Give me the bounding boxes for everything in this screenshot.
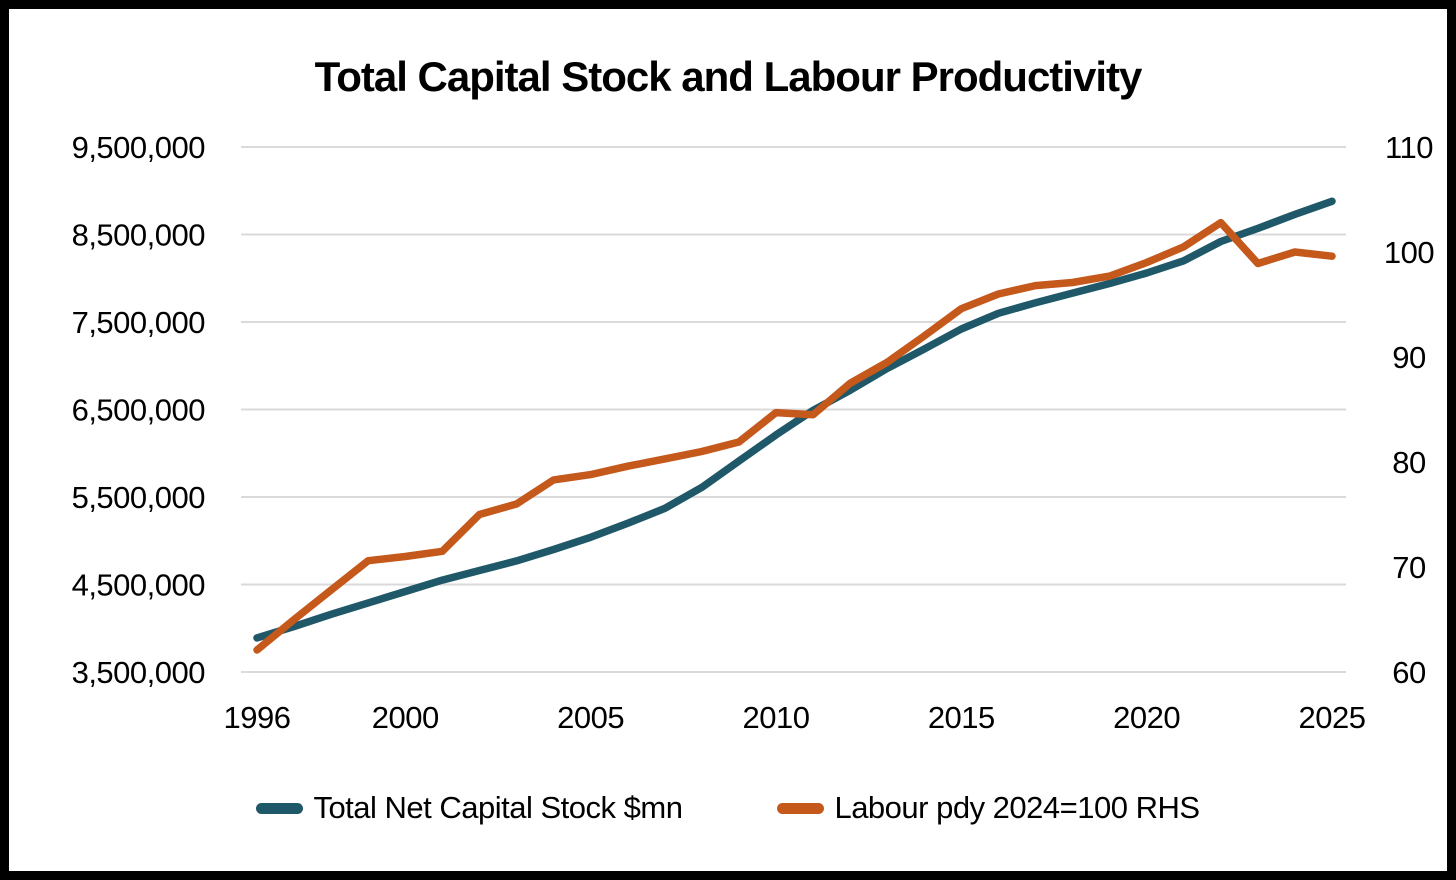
chart-title: Total Capital Stock and Labour Productiv… <box>314 53 1143 100</box>
right-axis-tick-label: 70 <box>1392 550 1426 585</box>
left-axis-tick-label: 5,500,000 <box>72 480 206 515</box>
right-axis-tick-label: 110 <box>1385 130 1433 165</box>
legend: Total Net Capital Stock $mn Labour pdy 2… <box>9 790 1447 826</box>
right-axis-tick-label: 60 <box>1392 655 1426 690</box>
line-chart: 9,500,000 8,500,000 7,500,000 6,500,000 5,50… <box>72 130 1435 735</box>
left-axis-tick-label: 9,500,000 <box>72 130 206 165</box>
x-axis-tick-label: 1996 <box>224 700 291 735</box>
right-axis-tick-label: 90 <box>1392 340 1426 375</box>
x-axis-tick-label: 2005 <box>557 700 624 735</box>
left-axis-tick-label: 8,500,000 <box>72 218 206 253</box>
series-line-labour-productivity <box>253 218 1336 654</box>
right-axis-tick-label: 80 <box>1392 445 1426 480</box>
legend-label-labour-productivity: Labour pdy 2024=100 RHS <box>834 790 1200 825</box>
legend-item-labour-productivity: Labour pdy 2024=100 RHS <box>777 790 1200 826</box>
legend-item-capital-stock: Total Net Capital Stock $mn <box>256 790 683 826</box>
x-axis-tick-label: 2015 <box>928 700 995 735</box>
x-axis-tick-label: 2025 <box>1299 700 1366 735</box>
x-axis-tick-label: 2010 <box>742 700 809 735</box>
series-line-capital-stock <box>253 197 1336 642</box>
left-axis-tick-label: 6,500,000 <box>72 393 206 428</box>
left-axis-tick-label: 7,500,000 <box>72 305 206 340</box>
x-axis-tick-label: 2000 <box>372 700 439 735</box>
legend-swatch-labour-productivity-icon <box>777 802 825 814</box>
left-axis-tick-label: 4,500,000 <box>72 568 206 603</box>
left-axis-tick-label: 3,500,000 <box>72 655 206 690</box>
right-axis-tick-label: 100 <box>1384 235 1434 270</box>
legend-label-capital-stock: Total Net Capital Stock $mn <box>313 790 683 825</box>
x-axis-tick-label: 2020 <box>1113 700 1180 735</box>
legend-swatch-capital-stock-icon <box>256 802 304 814</box>
